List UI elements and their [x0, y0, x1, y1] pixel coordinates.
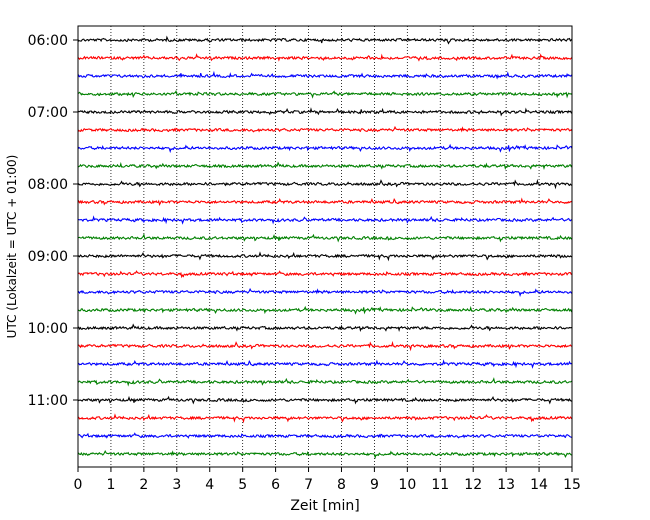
trace-1115	[77, 413, 573, 424]
x-axis: 0 1 2 3 4 5 6 7 8 9 10 11 12 13 14 15	[74, 467, 581, 493]
trace-0930	[77, 287, 573, 298]
x-tick-label: 13	[497, 477, 515, 493]
trace-0915	[77, 270, 573, 279]
y-tick-label: 08:00	[28, 177, 68, 193]
y-tick-label: 11:00	[28, 393, 68, 409]
x-tick-label: 14	[530, 477, 548, 493]
y-tick-label: 06:00	[28, 33, 68, 49]
trace-0630	[77, 70, 573, 80]
trace-0700	[77, 107, 573, 117]
trace-1045	[77, 377, 573, 387]
x-tick-label: 15	[563, 477, 581, 493]
trace-0845	[77, 233, 573, 243]
x-tick-label: 0	[74, 477, 83, 493]
trace-layer	[77, 35, 573, 460]
x-tick-label: 1	[106, 477, 115, 493]
trace-0745	[77, 161, 573, 171]
trace-0815	[77, 197, 573, 206]
y-tick-label: 07:00	[28, 105, 68, 121]
x-tick-label: 4	[205, 477, 214, 493]
y-axis-title: UTC (Lokalzeit = UTC + 01:00)	[5, 155, 19, 339]
trace-1015	[77, 340, 573, 352]
trace-1100	[77, 395, 573, 405]
trace-1030	[77, 359, 573, 369]
x-tick-label: 8	[337, 477, 346, 493]
trace-0900	[77, 251, 573, 262]
trace-1000	[77, 323, 573, 333]
x-tick-label: 10	[398, 477, 416, 493]
x-axis-title: Zeit [min]	[290, 498, 359, 514]
x-tick-label: 12	[464, 477, 482, 493]
trace-0730	[77, 143, 573, 154]
x-tick-label: 3	[172, 477, 181, 493]
y-axis: 06:00 07:00 08:00 09:00 10:00 11:00	[28, 33, 78, 409]
trace-0645	[77, 89, 573, 99]
trace-1145	[77, 449, 573, 460]
x-tick-label: 6	[271, 477, 280, 493]
trace-0945	[77, 305, 573, 315]
trace-0615	[77, 53, 573, 62]
trace-0600	[77, 35, 573, 45]
trace-0715	[77, 125, 573, 133]
x-tick-label: 9	[370, 477, 379, 493]
trace-0800	[77, 178, 573, 190]
x-tick-label: 7	[304, 477, 313, 493]
trace-1130	[77, 432, 573, 439]
x-tick-label: 11	[431, 477, 449, 493]
plot-frame	[77, 25, 573, 468]
x-tick-label: 5	[238, 477, 247, 493]
x-tick-label: 2	[139, 477, 148, 493]
y-tick-label: 10:00	[28, 321, 68, 337]
trace-0830	[77, 215, 573, 225]
y-tick-label: 09:00	[28, 249, 68, 265]
